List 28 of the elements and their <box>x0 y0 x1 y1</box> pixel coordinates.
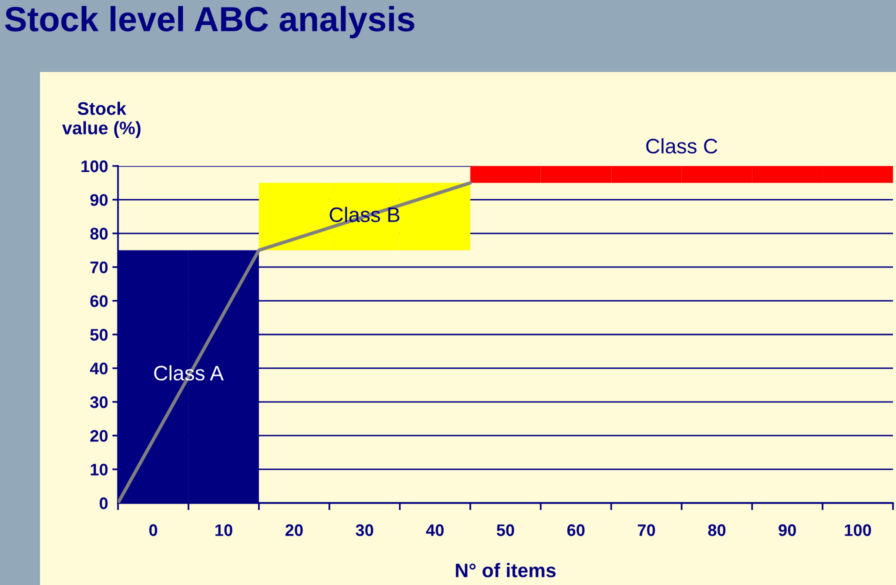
y-tick-label: 10 <box>90 464 108 476</box>
x-tick-label: 20 <box>285 524 303 536</box>
y-tick-label: 70 <box>90 262 108 274</box>
x-tick-label: 60 <box>567 524 585 536</box>
x-tick-label: 70 <box>638 524 655 536</box>
y-tick-label: 40 <box>90 362 108 374</box>
y-tick-label: 60 <box>90 295 108 308</box>
y-tick-label: 80 <box>90 228 108 240</box>
x-tick-label: 80 <box>708 524 726 536</box>
x-tick-label: 40 <box>426 524 444 536</box>
y-axis-title: Stock value (%) <box>62 102 140 138</box>
annotation: Class C <box>646 138 718 154</box>
x-tick-label: 10 <box>215 524 232 536</box>
annotation: Class A <box>154 365 224 381</box>
y-tick-label: 90 <box>90 194 108 206</box>
annotation: Class B <box>330 206 400 222</box>
y-tick-label: 100 <box>82 160 108 172</box>
x-axis-title: N° of items <box>456 563 556 578</box>
x-tick-label: 0 <box>149 524 158 536</box>
x-tick-label: 90 <box>778 524 796 536</box>
x-tick-label: 50 <box>496 524 514 536</box>
y-tick-label: 20 <box>90 430 108 442</box>
chart-title: Stock level ABC analysis <box>5 6 414 38</box>
y-tick-label: 0 <box>100 497 108 510</box>
x-tick-label: 100 <box>844 524 871 536</box>
x-tick-label: 30 <box>356 524 374 536</box>
y-tick-label: 30 <box>90 396 108 408</box>
y-tick-label: 50 <box>90 328 108 341</box>
